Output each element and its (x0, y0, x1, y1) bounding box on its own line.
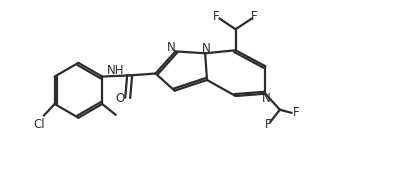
Text: O: O (116, 92, 125, 105)
Text: F: F (251, 10, 258, 23)
Text: N: N (262, 92, 270, 105)
Text: F: F (265, 118, 272, 132)
Text: NH: NH (107, 64, 125, 77)
Text: F: F (293, 106, 299, 118)
Text: Cl: Cl (34, 118, 45, 131)
Text: F: F (213, 10, 220, 23)
Text: N: N (202, 42, 210, 55)
Text: N: N (166, 41, 175, 54)
